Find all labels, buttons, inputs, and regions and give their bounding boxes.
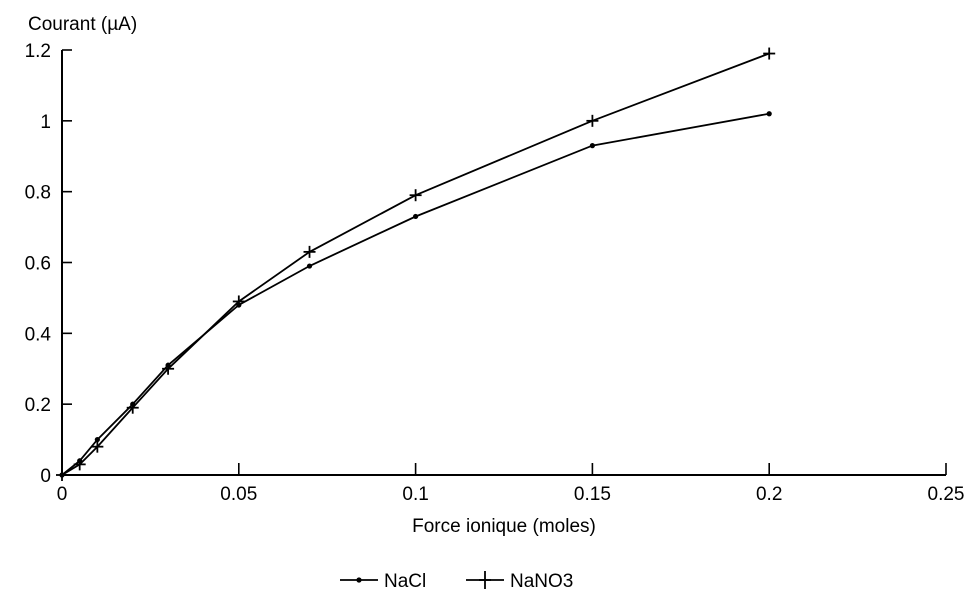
data-point-nano3 <box>303 245 316 258</box>
legend: NaCl NaNO3 <box>340 571 573 592</box>
data-point-nano3 <box>91 440 104 453</box>
series-line-nano3 <box>61 52 770 476</box>
y-tick-label: 0.4 <box>25 324 52 345</box>
data-point-nano3 <box>56 469 68 481</box>
data-point-nano3 <box>126 401 139 414</box>
series-layer <box>56 47 776 481</box>
data-point-nano3 <box>232 295 245 308</box>
data-point-nano3 <box>162 362 175 375</box>
data-point-nano3 <box>763 47 776 60</box>
data-point-nacl <box>413 213 419 220</box>
data-point-nano3 <box>586 114 599 127</box>
x-tick-label: 0.2 <box>756 484 782 505</box>
y-tick-label: 0.8 <box>25 183 51 204</box>
series-line-nacl <box>61 112 770 476</box>
y-tick-label: 0.6 <box>25 254 51 275</box>
x-tick-label: 0.1 <box>402 484 428 505</box>
x-tick-label: 0 <box>57 484 68 505</box>
data-point-nano3 <box>409 189 422 202</box>
legend-label-nacl: NaCl <box>384 571 426 592</box>
data-point-nacl <box>766 111 772 117</box>
legend-label-nano3: NaNO3 <box>510 571 573 592</box>
legend-marker-nano3 <box>479 571 491 589</box>
y-tick-label: 1 <box>40 112 51 133</box>
legend-marker-nacl <box>356 577 362 583</box>
y-tick-label: 0.2 <box>25 395 51 416</box>
legend-item-nacl: NaCl <box>340 571 426 592</box>
x-tick-label: 0.15 <box>574 484 611 505</box>
y-tick-label: 1.2 <box>25 41 51 62</box>
axis-ticks: 0 0.05 0.1 0.15 0.2 0.25 0 0.2 0.4 0.6 0.8 1 1.2 <box>25 41 965 505</box>
x-tick-label: 0.25 <box>928 484 965 505</box>
data-point-nacl <box>589 143 596 149</box>
x-tick-label: 0.05 <box>220 484 257 505</box>
y-tick-label: 0 <box>40 466 51 487</box>
data-point-nacl <box>94 436 100 443</box>
data-point-nano3 <box>73 458 86 471</box>
legend-item-nano3: NaNO3 <box>466 571 573 592</box>
data-point-nacl <box>306 263 313 269</box>
y-axis-title: Courant (µA) <box>28 14 137 35</box>
x-axis-title: Force ionique (moles) <box>412 516 596 537</box>
